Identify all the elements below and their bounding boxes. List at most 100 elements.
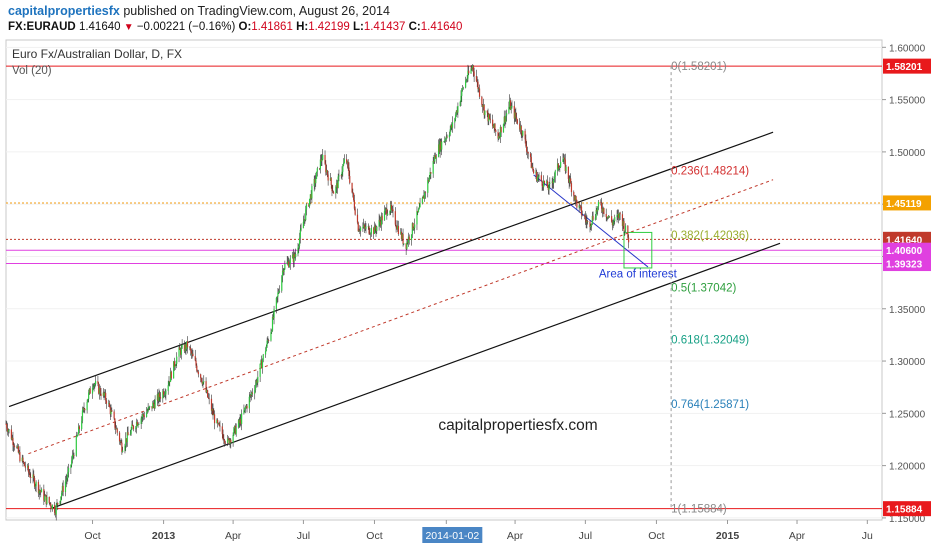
- candle-body: [50, 503, 52, 508]
- candle-body: [468, 70, 470, 74]
- candle-body: [27, 465, 30, 472]
- candle-body: [55, 504, 57, 515]
- candle-body: [373, 225, 376, 235]
- candle-body: [552, 181, 554, 184]
- candle-body: [11, 437, 13, 440]
- candle-body: [574, 196, 576, 201]
- candle-body: [448, 134, 451, 138]
- candle-body: [387, 213, 389, 216]
- candle-body: [288, 263, 291, 267]
- candle-body: [553, 176, 556, 180]
- candle-body: [173, 361, 176, 368]
- candle-body: [246, 405, 248, 409]
- candle-body: [185, 344, 187, 350]
- candle-body: [49, 502, 51, 504]
- candle-body: [392, 209, 394, 212]
- candle-body: [423, 195, 425, 199]
- publisher-link[interactable]: capitalpropertiesfx: [8, 4, 120, 18]
- candle-body: [102, 392, 104, 396]
- candle-body: [116, 428, 118, 433]
- candle-body: [401, 234, 403, 240]
- candle-body: [527, 152, 529, 154]
- candle-body: [576, 200, 578, 208]
- candle-body: [195, 360, 197, 366]
- candle-body: [234, 425, 236, 429]
- candle-body: [159, 397, 162, 399]
- candle-body: [611, 216, 613, 222]
- candle-body: [481, 96, 483, 105]
- candle-body: [298, 245, 300, 248]
- candle-body: [594, 217, 597, 220]
- candle-body: [460, 95, 462, 102]
- candle-body: [438, 144, 440, 152]
- candle-body: [76, 435, 78, 437]
- price-axis-label-bg: [883, 501, 931, 517]
- candle-body: [597, 201, 600, 207]
- fib-level-label: 1(1.15884): [671, 504, 727, 516]
- candle-body: [570, 183, 573, 193]
- x-tick-label: Jul: [579, 530, 592, 542]
- candle-body: [298, 237, 301, 246]
- candle-body: [459, 101, 461, 106]
- candle-body: [606, 216, 608, 219]
- candle-body: [295, 254, 297, 257]
- candle-body: [373, 228, 375, 235]
- candle-body: [325, 170, 328, 173]
- candle-body: [184, 344, 186, 352]
- candle-body: [223, 439, 225, 441]
- close-label: C:: [408, 21, 421, 33]
- candle-body: [59, 501, 61, 505]
- candle-body: [190, 348, 192, 351]
- candle-body: [427, 180, 429, 193]
- candle-body: [600, 203, 603, 209]
- x-tick-label: Apr: [789, 530, 806, 542]
- publish-header: capitalpropertiesfx published on Trading…: [0, 0, 932, 38]
- candle-body: [122, 450, 124, 453]
- candle-body: [27, 465, 29, 468]
- candle-body: [21, 457, 23, 462]
- fib-level-label: 0.764(1.25871): [671, 399, 749, 411]
- candle-body: [454, 114, 457, 119]
- candle-body: [516, 117, 518, 120]
- candle-body: [148, 407, 150, 409]
- candle-body: [109, 406, 111, 415]
- candle-body: [605, 213, 607, 217]
- fib-level-label: 0.382(1.42036): [671, 230, 749, 242]
- candle-body: [336, 183, 338, 187]
- candle-body: [478, 88, 481, 97]
- price-axis-label-bg: [883, 195, 931, 211]
- candle-body: [245, 405, 247, 408]
- candle-body: [75, 435, 77, 456]
- candle-body: [180, 347, 182, 355]
- x-cursor-date-badge: [422, 527, 483, 543]
- x-tick-label: Oct: [366, 530, 382, 542]
- candle-body: [338, 175, 340, 177]
- candle-body: [157, 394, 159, 401]
- candle-body: [537, 176, 539, 178]
- candle-body: [170, 371, 172, 379]
- candle-body: [494, 123, 496, 131]
- candle-body: [81, 420, 83, 430]
- candle-body: [28, 471, 30, 474]
- candle-body: [264, 351, 267, 355]
- candle-body: [73, 454, 75, 456]
- candle-body: [538, 175, 540, 177]
- candle-body: [147, 407, 149, 412]
- open-label: O:: [238, 21, 252, 33]
- candle-body: [509, 100, 512, 110]
- candle-body: [189, 347, 191, 349]
- candle-body: [376, 226, 378, 232]
- candle-body: [201, 381, 203, 385]
- candle-body: [369, 233, 371, 235]
- candle-body: [551, 181, 553, 183]
- candle-body: [108, 403, 111, 407]
- candle-body: [362, 227, 364, 228]
- price-chart[interactable]: Area of interest 0(1.58201) 0.236(1.48214…: [0, 38, 932, 550]
- price-axis-label: 1.58201: [886, 62, 923, 73]
- candle-body: [143, 415, 145, 417]
- candle-body: [402, 234, 404, 244]
- candle-body: [556, 163, 559, 171]
- candle-body: [390, 204, 393, 210]
- candle-body: [532, 166, 534, 171]
- candle-body: [22, 457, 24, 462]
